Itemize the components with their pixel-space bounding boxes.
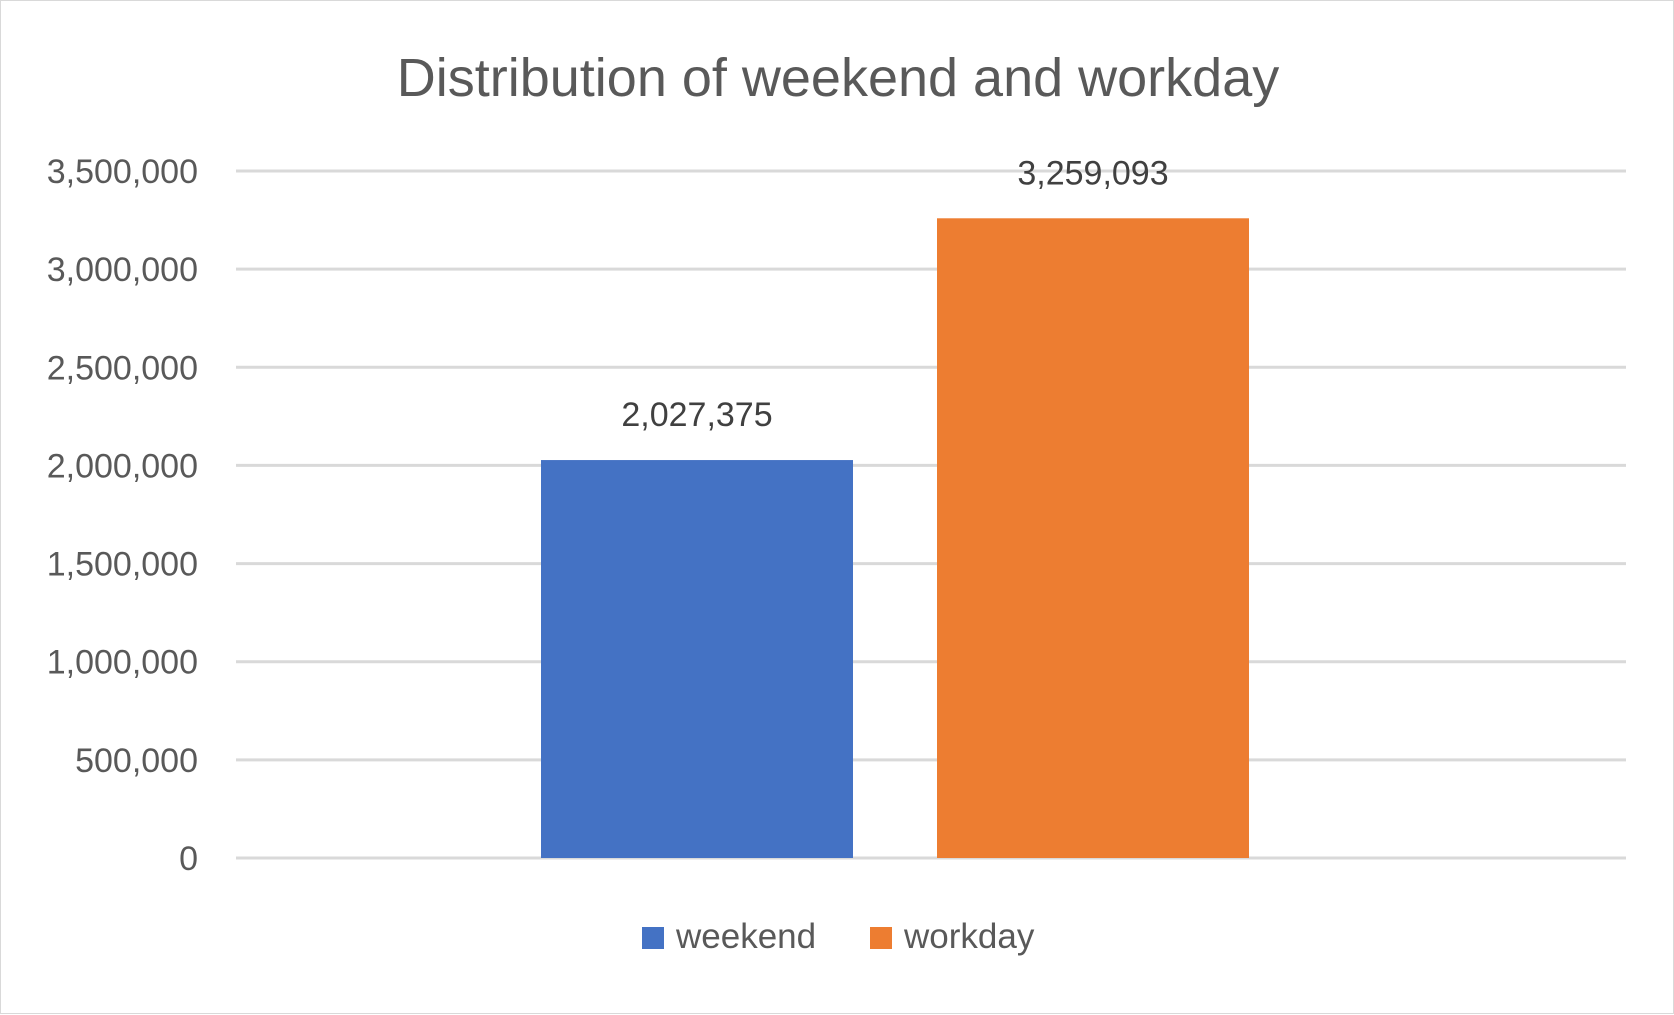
legend-swatch-weekend xyxy=(642,927,664,949)
legend-swatch-workday xyxy=(870,927,892,949)
y-tick-label: 500,000 xyxy=(75,742,198,780)
bar-workday xyxy=(937,218,1249,858)
bar-weekend xyxy=(541,460,853,858)
y-tick-label: 1,500,000 xyxy=(47,546,198,584)
data-label-workday: 3,259,093 xyxy=(1017,154,1168,192)
legend: weekend workday xyxy=(642,917,1035,956)
bars xyxy=(541,218,1249,858)
y-tick-label: 3,500,000 xyxy=(47,153,198,191)
y-tick-label: 0 xyxy=(179,840,198,878)
y-axis-tick-labels: 0 500,000 1,000,000 1,500,000 2,000,000 2,500… xyxy=(47,153,198,878)
y-tick-label: 2,500,000 xyxy=(47,349,198,387)
data-label-weekend: 2,027,375 xyxy=(621,396,772,434)
legend-label-workday: workday xyxy=(903,917,1035,956)
chart-title: Distribution of weekend and workday xyxy=(397,48,1279,108)
gridlines xyxy=(236,169,1626,860)
y-tick-label: 2,000,000 xyxy=(47,447,198,485)
y-tick-label: 1,000,000 xyxy=(47,644,198,682)
legend-label-weekend: weekend xyxy=(675,917,816,956)
data-labels: 2,027,375 3,259,093 xyxy=(621,154,1168,434)
y-tick-label: 3,000,000 xyxy=(47,251,198,289)
